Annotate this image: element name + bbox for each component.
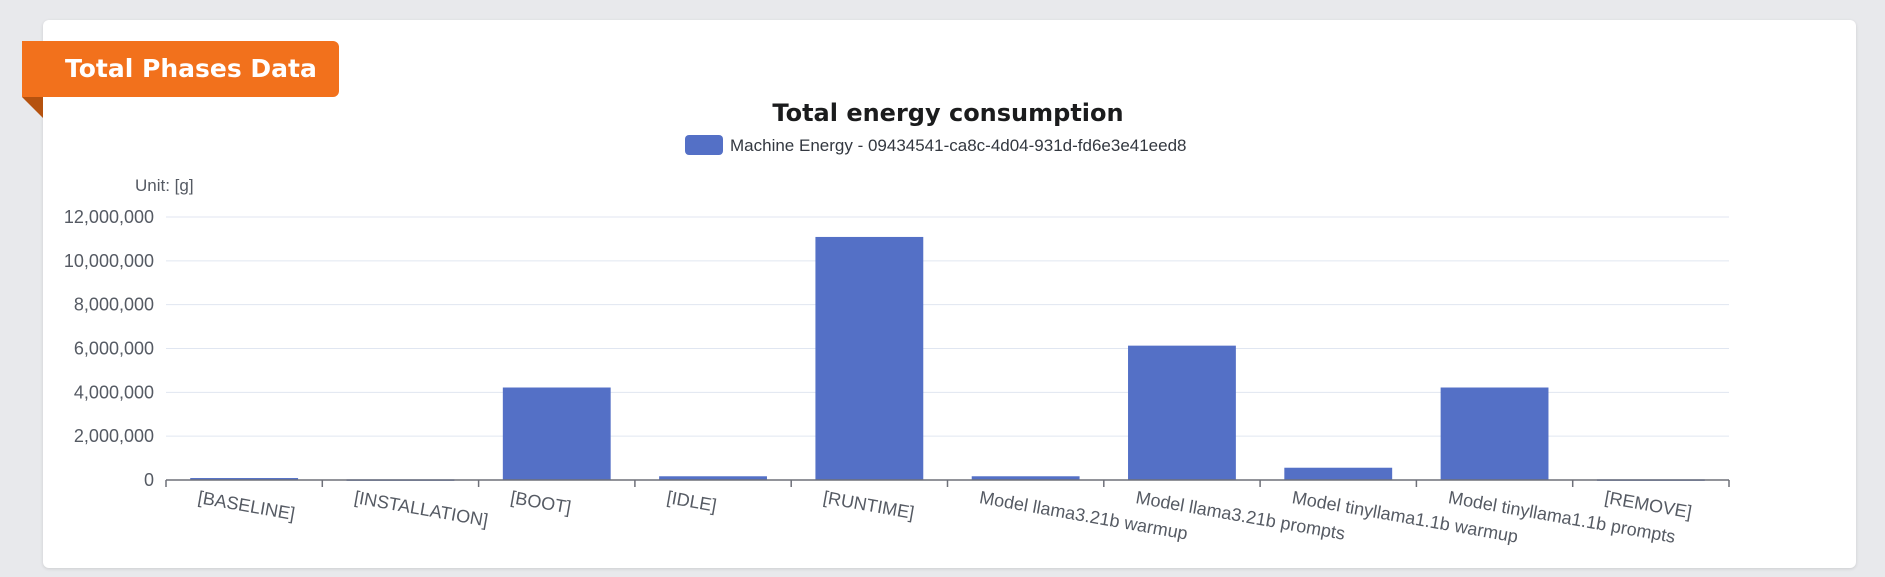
- section-ribbon-label: Total Phases Data: [22, 41, 339, 97]
- legend-label: Machine Energy - 09434541-ca8c-4d04-931d…: [730, 136, 1187, 155]
- x-tick-label: [INSTALLATION]: [353, 487, 490, 530]
- y-tick-label: 12,000,000: [64, 207, 154, 227]
- y-tick-label: 4,000,000: [74, 382, 154, 402]
- x-tick-label: [IDLE]: [665, 487, 718, 515]
- bar[interactable]: [815, 236, 924, 480]
- x-tick-label: [BASELINE]: [196, 487, 296, 524]
- y-axis-unit-label: Unit: [g]: [135, 176, 194, 195]
- bar[interactable]: [190, 478, 299, 480]
- bar[interactable]: [1284, 467, 1393, 480]
- bar[interactable]: [1128, 345, 1236, 480]
- y-tick-label: 6,000,000: [74, 339, 154, 359]
- y-tick-label: 8,000,000: [74, 295, 154, 315]
- y-tick-label: 0: [144, 470, 154, 490]
- bar[interactable]: [502, 387, 611, 480]
- ribbon-fold: [22, 97, 43, 118]
- legend-swatch: [685, 135, 723, 155]
- bar[interactable]: [659, 476, 767, 480]
- x-tick-label: [BOOT]: [509, 487, 573, 517]
- bar[interactable]: [971, 476, 1080, 480]
- y-axis-ticks: 0 2,000,000 4,000,000 6,000,000 8,000,000 10,…: [64, 207, 154, 490]
- bars: [190, 236, 1705, 481]
- y-tick-label: 2,000,000: [74, 426, 154, 446]
- bar[interactable]: [1440, 387, 1549, 480]
- chart-card: [43, 20, 1856, 568]
- x-axis: [165, 479, 1730, 487]
- x-tick-label: [RUNTIME]: [822, 487, 916, 523]
- chart-legend[interactable]: Machine Energy - 09434541-ca8c-4d04-931d…: [685, 135, 1187, 155]
- chart-title: Total energy consumption: [772, 99, 1123, 127]
- y-tick-label: 10,000,000: [64, 251, 154, 271]
- x-axis-ticks: [BASELINE] [INSTALLATION] [BOOT] [IDLE] [RUN…: [196, 487, 1693, 547]
